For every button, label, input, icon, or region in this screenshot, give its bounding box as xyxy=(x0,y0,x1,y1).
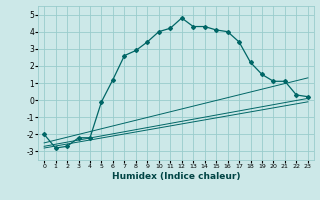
X-axis label: Humidex (Indice chaleur): Humidex (Indice chaleur) xyxy=(112,172,240,181)
